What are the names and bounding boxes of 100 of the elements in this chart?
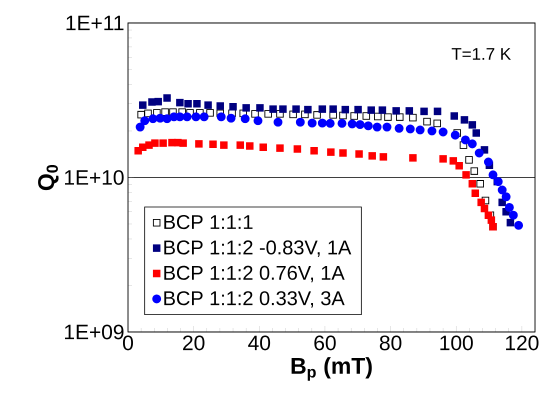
point <box>484 158 493 166</box>
point <box>256 104 264 112</box>
point <box>184 100 192 108</box>
point <box>468 180 476 188</box>
point <box>420 108 428 116</box>
point <box>163 94 171 102</box>
point <box>514 220 524 230</box>
point <box>229 102 237 110</box>
point <box>465 156 473 164</box>
point <box>460 135 470 144</box>
point <box>468 139 477 148</box>
legend-label: BCP 1:1:2 0.76V, 1A <box>164 266 345 282</box>
point <box>350 112 358 120</box>
point <box>236 141 244 149</box>
point <box>374 112 382 120</box>
point <box>259 143 267 151</box>
point <box>384 113 392 121</box>
point <box>254 116 262 126</box>
point <box>438 128 448 136</box>
point <box>338 118 346 128</box>
point <box>209 140 217 148</box>
point <box>148 114 158 124</box>
point <box>136 122 145 132</box>
point <box>406 124 415 134</box>
point <box>139 101 147 109</box>
legend-label: BCP 1:1:1 <box>164 215 253 230</box>
point <box>159 139 167 147</box>
x-axis-title: B$_{p}$ (mT) <box>292 357 372 381</box>
point <box>200 112 209 122</box>
point <box>354 106 362 114</box>
x-tick-label: 100 <box>440 336 473 350</box>
point <box>220 141 228 149</box>
annotation: T=1.7 K <box>452 48 511 60</box>
point <box>470 167 478 175</box>
point <box>240 114 250 124</box>
point <box>372 122 382 132</box>
point <box>274 118 282 127</box>
y-tick-label: 1E+11 <box>66 16 124 30</box>
point <box>294 145 302 153</box>
point <box>480 204 488 212</box>
point <box>508 210 518 220</box>
point <box>380 153 388 161</box>
point <box>450 112 458 120</box>
point <box>308 118 317 128</box>
y-tick-label: 1E+10 <box>65 170 124 185</box>
y-tick-label: 1E+09 <box>65 324 124 340</box>
y-axis-title: Q$_{0}$ <box>38 165 59 190</box>
point <box>195 140 203 148</box>
x-tick-label: 80 <box>380 336 402 350</box>
point <box>154 98 162 106</box>
legend-label: BCP 1:1:2 -0.83V, 1A <box>164 240 352 257</box>
point <box>450 130 460 140</box>
point <box>504 202 514 212</box>
point <box>139 143 147 151</box>
point <box>292 105 300 113</box>
point <box>406 107 414 115</box>
point <box>502 192 511 202</box>
point <box>339 149 347 157</box>
point <box>318 105 326 113</box>
point <box>506 218 514 226</box>
point <box>279 105 287 113</box>
point <box>276 144 284 152</box>
point <box>488 170 498 180</box>
point <box>206 109 214 117</box>
point <box>204 101 212 109</box>
x-tick-label: 0 <box>123 336 133 350</box>
x-tick-label: 20 <box>183 336 204 350</box>
point <box>368 152 376 160</box>
point <box>434 108 442 116</box>
point <box>226 114 236 123</box>
point <box>310 146 318 154</box>
point <box>396 113 404 121</box>
point <box>488 216 496 224</box>
point <box>348 120 357 128</box>
point <box>450 157 458 165</box>
point <box>394 124 404 133</box>
point <box>378 106 386 114</box>
point <box>192 112 200 122</box>
point <box>216 112 226 122</box>
point <box>472 129 480 137</box>
point <box>392 107 400 115</box>
point <box>455 162 463 170</box>
point <box>151 139 159 147</box>
x-tick-label: 120 <box>506 336 539 350</box>
point <box>242 104 250 112</box>
point <box>364 121 373 130</box>
point <box>367 106 375 114</box>
point <box>423 118 431 126</box>
point <box>409 154 417 162</box>
point <box>269 105 277 113</box>
point <box>176 98 184 106</box>
point <box>476 180 484 188</box>
point <box>144 110 152 118</box>
point <box>362 112 370 120</box>
point <box>498 186 507 194</box>
point <box>318 118 327 128</box>
point <box>409 114 417 122</box>
point <box>460 116 468 124</box>
point <box>182 112 192 122</box>
point <box>474 148 484 158</box>
